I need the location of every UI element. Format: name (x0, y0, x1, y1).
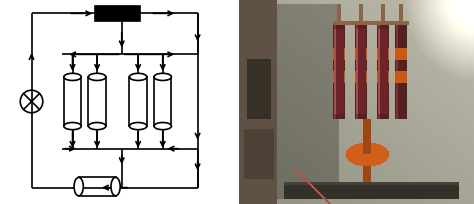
Ellipse shape (64, 74, 81, 81)
Ellipse shape (154, 123, 172, 130)
Bar (129, 78, 147, 126)
Ellipse shape (129, 74, 147, 81)
Bar (64, 78, 81, 126)
Bar (154, 78, 172, 126)
Bar (95, 7, 140, 21)
Ellipse shape (89, 74, 106, 81)
Circle shape (20, 91, 43, 113)
Ellipse shape (129, 123, 147, 130)
Ellipse shape (111, 177, 120, 196)
Ellipse shape (154, 74, 172, 81)
Bar (79, 177, 116, 196)
Ellipse shape (64, 123, 81, 130)
Ellipse shape (89, 123, 106, 130)
Bar (89, 78, 106, 126)
Ellipse shape (74, 177, 83, 196)
